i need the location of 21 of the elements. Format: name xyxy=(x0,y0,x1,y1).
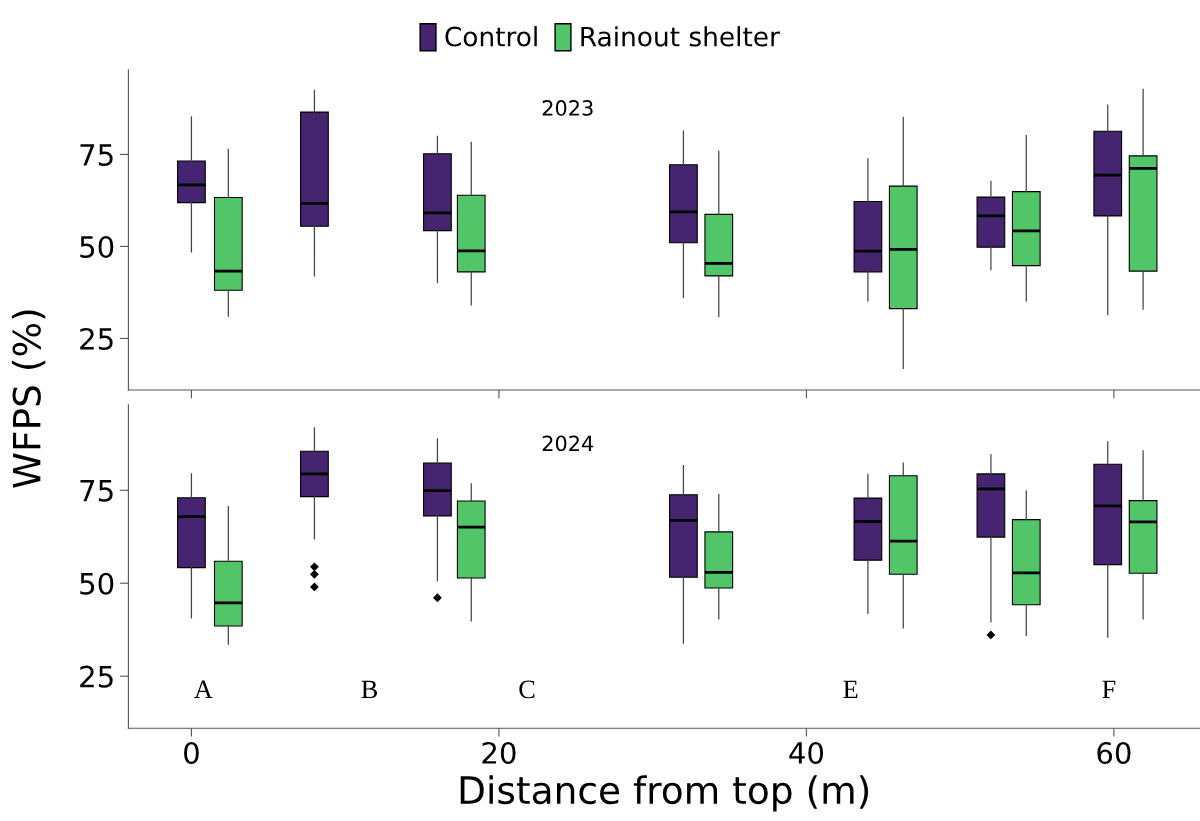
legend-label: Control xyxy=(445,26,537,47)
x-tick-label: 40 xyxy=(789,741,824,764)
y-axis-title: WFPS (%) xyxy=(11,310,46,488)
annotation: A xyxy=(194,680,213,699)
x-axis-title: Distance from top (m) xyxy=(460,775,869,812)
annotation: C xyxy=(519,680,535,699)
x-tick-label: 60 xyxy=(1097,741,1131,764)
y-tick-label: 25 xyxy=(80,665,113,688)
annotation: E xyxy=(843,680,858,699)
text: 2023 xyxy=(542,100,593,116)
y-tick-label: 25 xyxy=(80,327,113,350)
y-tick-label: 75 xyxy=(80,480,113,502)
x-tick-label: 0 xyxy=(184,741,199,764)
annotation: F xyxy=(1102,680,1116,699)
text: 2024 xyxy=(542,435,594,452)
y-tick-label: 75 xyxy=(80,144,113,166)
y-tick-label: 50 xyxy=(80,572,114,595)
y-tick-label: 50 xyxy=(80,235,114,258)
annotation: B xyxy=(361,680,378,699)
legend-label: Rainout shelter xyxy=(581,26,780,47)
x-tick-label: 20 xyxy=(482,741,516,764)
